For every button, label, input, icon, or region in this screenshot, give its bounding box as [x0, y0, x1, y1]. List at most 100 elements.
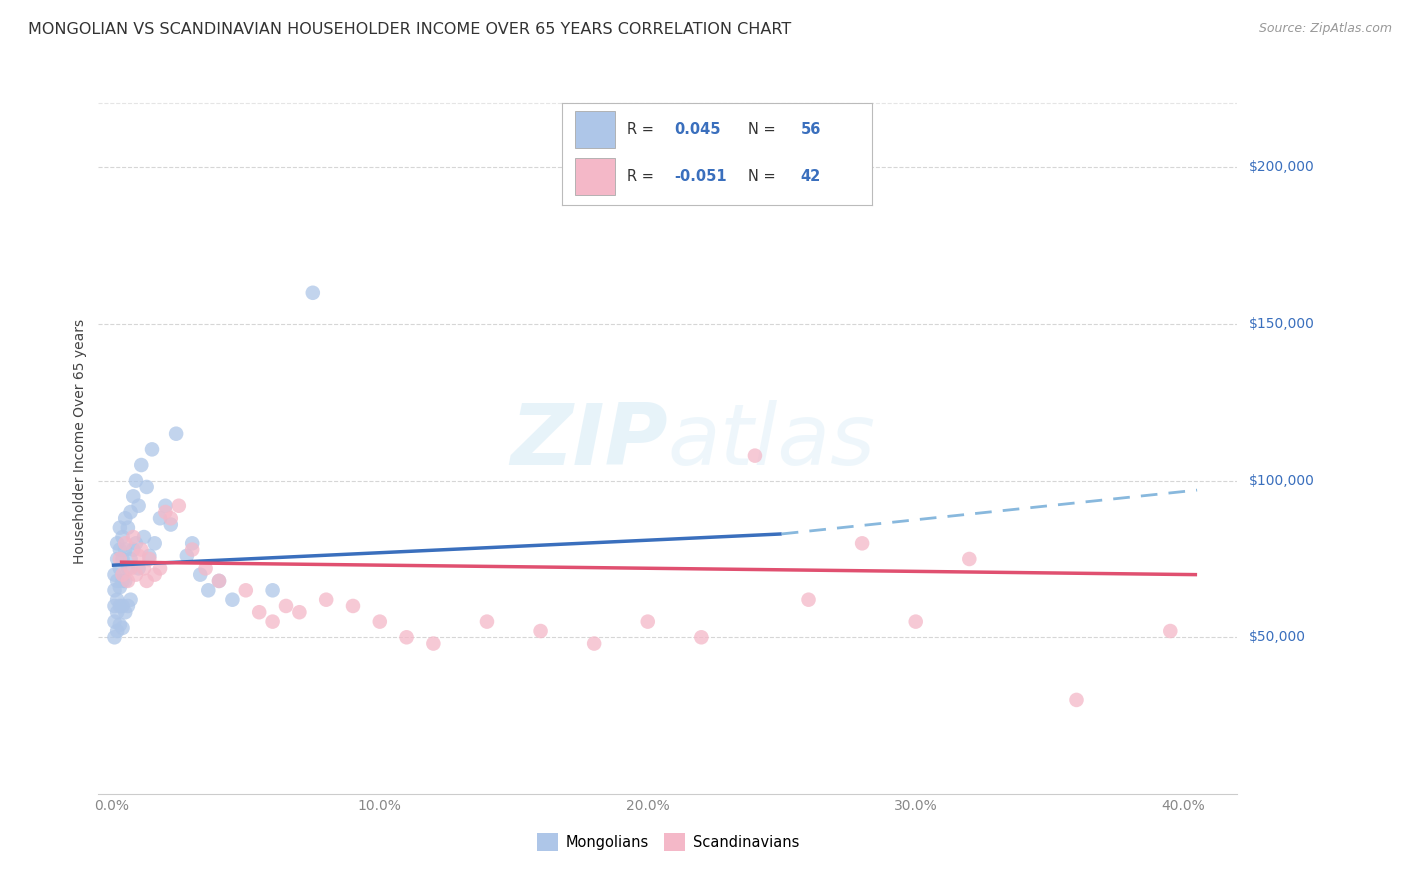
Point	[111, 621, 134, 635]
Point	[247, 605, 270, 619]
Point	[208, 574, 231, 588]
Point	[262, 615, 284, 629]
Point	[114, 605, 136, 619]
Point	[368, 615, 391, 629]
Point	[125, 567, 148, 582]
Text: $200,000: $200,000	[1249, 161, 1315, 175]
Point	[904, 615, 927, 629]
Text: R =: R =	[627, 169, 659, 184]
Point	[155, 505, 177, 519]
Point	[274, 599, 297, 613]
Point	[125, 536, 148, 550]
Point	[108, 542, 131, 557]
Point	[135, 574, 157, 588]
Point	[117, 561, 139, 575]
Point	[105, 552, 128, 566]
Point	[108, 521, 131, 535]
Point	[194, 561, 217, 575]
Point	[149, 561, 172, 575]
Point	[111, 552, 134, 566]
Point	[395, 630, 418, 644]
Point	[288, 605, 311, 619]
Point	[690, 630, 713, 644]
Point	[128, 561, 150, 575]
Text: 0.045: 0.045	[673, 121, 720, 136]
Point	[957, 552, 980, 566]
Point	[301, 285, 323, 300]
Point	[167, 499, 190, 513]
Bar	[575, 158, 614, 194]
Point	[132, 530, 155, 544]
Point	[108, 552, 131, 566]
Text: $50,000: $50,000	[1249, 631, 1305, 644]
Point	[122, 489, 145, 503]
Point	[103, 599, 125, 613]
Point	[117, 521, 139, 535]
Point	[105, 536, 128, 550]
Point	[128, 549, 150, 563]
Point	[117, 574, 139, 588]
Point	[108, 580, 131, 594]
Point	[135, 480, 157, 494]
Point	[235, 583, 257, 598]
Point	[141, 442, 163, 457]
Text: $100,000: $100,000	[1249, 474, 1315, 488]
Text: $150,000: $150,000	[1249, 317, 1315, 331]
Point	[103, 583, 125, 598]
Point	[155, 499, 177, 513]
Point	[122, 530, 145, 544]
Text: 42: 42	[800, 169, 821, 184]
Point	[315, 592, 337, 607]
Point	[114, 511, 136, 525]
Text: 56: 56	[800, 121, 821, 136]
Point	[122, 542, 145, 557]
Point	[138, 549, 160, 563]
Point	[129, 458, 152, 472]
Point	[117, 599, 139, 613]
Point	[221, 592, 243, 607]
Point	[197, 583, 219, 598]
Point	[103, 615, 125, 629]
Point	[342, 599, 364, 613]
Point	[105, 624, 128, 638]
Point	[188, 567, 211, 582]
Point	[637, 615, 659, 629]
Point	[108, 617, 131, 632]
Y-axis label: Householder Income Over 65 years: Householder Income Over 65 years	[73, 319, 87, 564]
Point	[529, 624, 551, 638]
Legend: Mongolians, Scandinavians: Mongolians, Scandinavians	[530, 828, 806, 857]
Point	[262, 583, 284, 598]
Point	[111, 567, 134, 582]
Text: atlas: atlas	[668, 400, 876, 483]
Point	[851, 536, 873, 550]
Point	[111, 530, 134, 544]
Point	[108, 561, 131, 575]
Point	[583, 636, 606, 650]
Point	[105, 605, 128, 619]
Point	[143, 567, 166, 582]
Text: -0.051: -0.051	[673, 169, 727, 184]
Point	[149, 511, 172, 525]
Point	[176, 549, 198, 563]
Point	[165, 426, 187, 441]
Text: N =: N =	[748, 121, 780, 136]
Point	[181, 536, 204, 550]
Point	[159, 517, 181, 532]
Point	[105, 592, 128, 607]
Point	[114, 542, 136, 557]
Point	[111, 574, 134, 588]
Text: R =: R =	[627, 121, 659, 136]
Point	[120, 592, 142, 607]
Point	[132, 561, 155, 575]
Point	[103, 630, 125, 644]
Point	[111, 599, 134, 613]
Point	[103, 567, 125, 582]
Point	[108, 599, 131, 613]
Point	[120, 505, 142, 519]
Point	[120, 552, 142, 566]
Point	[120, 561, 142, 575]
Point	[159, 511, 181, 525]
Point	[181, 542, 204, 557]
Point	[114, 574, 136, 588]
Point	[1159, 624, 1181, 638]
